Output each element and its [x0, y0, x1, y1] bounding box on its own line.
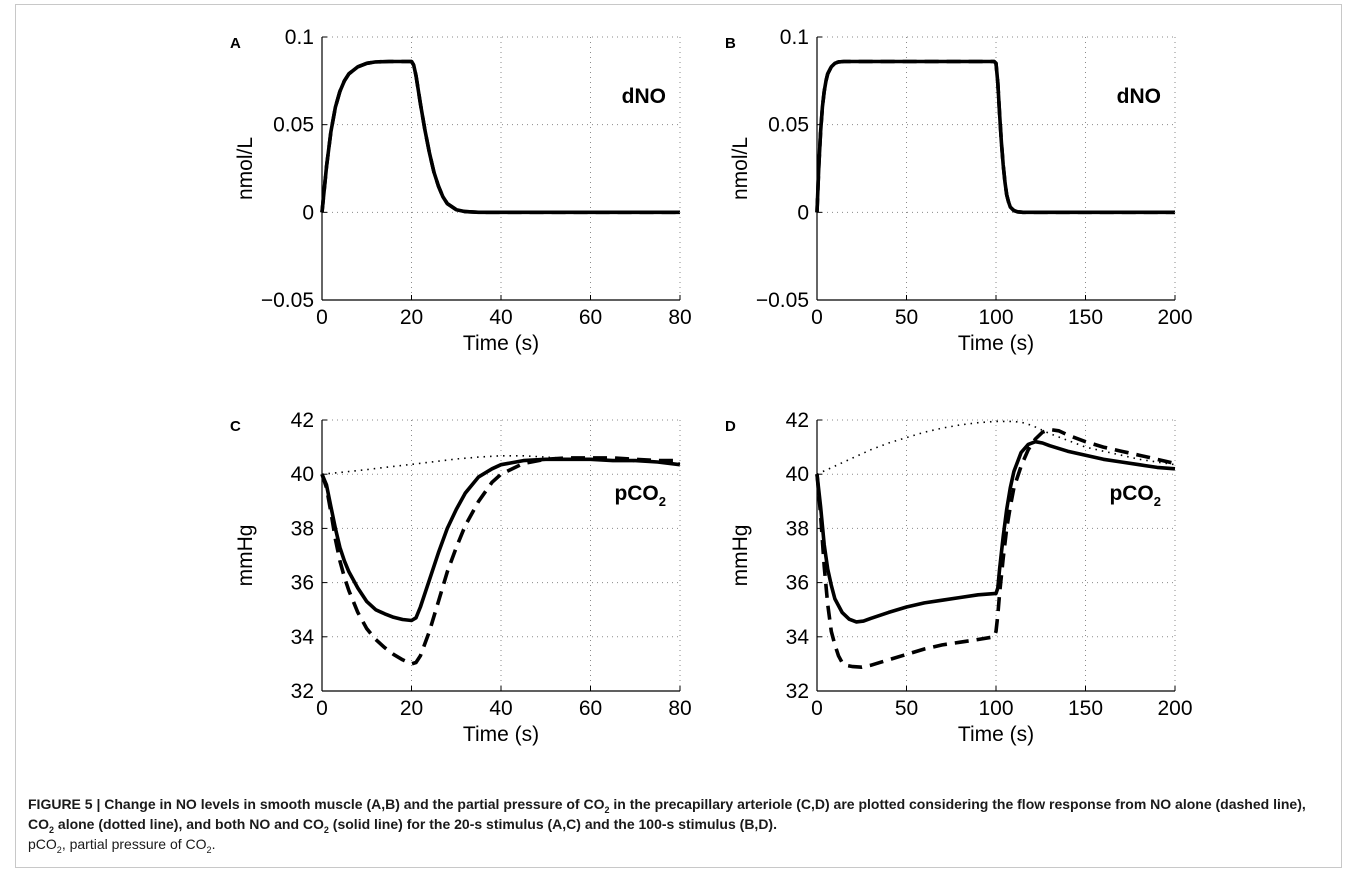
y-axis-label: nmol/L: [729, 137, 752, 200]
y-tick-label: 0.1: [780, 26, 809, 49]
x-tick-label: 150: [1068, 697, 1103, 720]
x-tick-label: 100: [978, 697, 1013, 720]
panel-letter: B: [725, 35, 736, 52]
y-tick-label: 0.05: [768, 114, 809, 137]
y-tick-label: −0.05: [261, 289, 314, 312]
series-line-solid: [815, 439, 1176, 624]
x-tick-label: 60: [579, 306, 602, 329]
x-tick-label: 0: [811, 306, 823, 329]
caption-subscript: 2: [604, 804, 610, 815]
annotation-text: dNO: [622, 85, 666, 108]
y-tick-label: 42: [291, 409, 314, 432]
caption-subscript: 2: [323, 824, 329, 835]
y-tick-label: 38: [291, 517, 314, 540]
panel-annotation: dNO: [1117, 85, 1161, 108]
y-axis-label: mmHg: [234, 525, 257, 587]
x-tick-label: 40: [489, 697, 512, 720]
x-tick-label: 0: [316, 697, 328, 720]
x-tick-label: 50: [895, 306, 918, 329]
y-tick-label: 36: [291, 572, 314, 595]
annotation-text: pCO: [614, 482, 658, 505]
caption-subscript: 2: [206, 844, 212, 855]
panel-annotation: dNO: [622, 85, 666, 108]
y-axis-label: mmHg: [729, 525, 752, 587]
y-tick-label: 34: [291, 626, 315, 649]
caption-figure-label: FIGURE 5 |: [28, 796, 105, 812]
caption-subscript: 2: [56, 844, 62, 855]
y-axis-label: nmol/L: [234, 137, 257, 200]
x-tick-label: 100: [978, 306, 1013, 329]
panel-letter: A: [230, 35, 241, 52]
series-line-dashed: [320, 59, 680, 215]
caption-subscript: 2: [49, 824, 55, 835]
y-tick-label: 32: [291, 680, 314, 703]
caption-abbrev-text-3: .: [211, 836, 216, 852]
series-line-solid: [320, 457, 681, 623]
y-tick-label: 36: [786, 572, 809, 595]
series-line-dashed: [815, 427, 1176, 670]
y-tick-label: 40: [291, 463, 314, 486]
series-line-dashed: [320, 456, 680, 666]
y-tick-label: 0: [302, 201, 314, 224]
y-tick-label: 34: [786, 626, 810, 649]
series-line-dashed: [815, 59, 1175, 215]
x-tick-label: 20: [400, 306, 423, 329]
y-tick-label: 0.1: [285, 26, 314, 49]
x-axis-label: Time (s): [463, 332, 539, 355]
x-tick-label: 200: [1157, 697, 1192, 720]
y-tick-label: 0: [797, 201, 809, 224]
caption-bold-text-2: in the precapillary arteriole (C,D) are …: [28, 796, 1306, 832]
y-tick-label: 40: [786, 463, 809, 486]
caption-bold-text-4: (solid line) for the 20-s stimulus (A,C)…: [328, 816, 777, 832]
x-tick-label: 50: [895, 697, 918, 720]
x-tick-label: 20: [400, 697, 423, 720]
x-axis-label: Time (s): [463, 723, 539, 746]
figure-frame: [15, 4, 1342, 868]
y-tick-label: −0.05: [756, 289, 809, 312]
x-tick-label: 200: [1157, 306, 1192, 329]
x-tick-label: 150: [1068, 306, 1103, 329]
x-tick-label: 40: [489, 306, 512, 329]
x-axis-label: Time (s): [958, 723, 1034, 746]
series-line-dotted: [816, 420, 1176, 475]
x-axis-label: Time (s): [958, 332, 1034, 355]
annotation-subscript: 2: [659, 494, 666, 509]
x-tick-label: 0: [811, 697, 823, 720]
figure-caption: FIGURE 5 | Change in NO levels in smooth…: [28, 794, 1328, 854]
panel-letter: C: [230, 418, 241, 435]
x-tick-label: 80: [668, 697, 691, 720]
panel-d: 0 50 100 150 200 32 34 36 38 40 42 Time (s) mmHg DpCO…: [725, 409, 1193, 746]
caption-abbrev-text-2: , partial pressure of CO: [61, 836, 207, 852]
series-line-dotted: [321, 454, 681, 475]
y-tick-label: 42: [786, 409, 809, 432]
caption-bold-text-3: alone (dotted line), and both NO and CO: [54, 816, 324, 832]
y-tick-label: 38: [786, 517, 809, 540]
annotation-text: dNO: [1117, 85, 1161, 108]
x-tick-label: 80: [668, 306, 691, 329]
panel-letter: D: [725, 418, 736, 435]
y-tick-label: 32: [786, 680, 809, 703]
annotation-text: pCO: [1109, 482, 1153, 505]
x-tick-label: 60: [579, 697, 602, 720]
caption-bold-text-1: Change in NO levels in smooth muscle (A,…: [104, 796, 605, 812]
caption-abbrev-text-1: pCO: [28, 836, 57, 852]
annotation-subscript: 2: [1154, 494, 1161, 509]
panel-annotation: pCO2: [614, 482, 666, 509]
x-tick-label: 0: [316, 306, 328, 329]
panel-annotation: pCO2: [1109, 482, 1161, 509]
y-tick-label: 0.05: [273, 114, 314, 137]
